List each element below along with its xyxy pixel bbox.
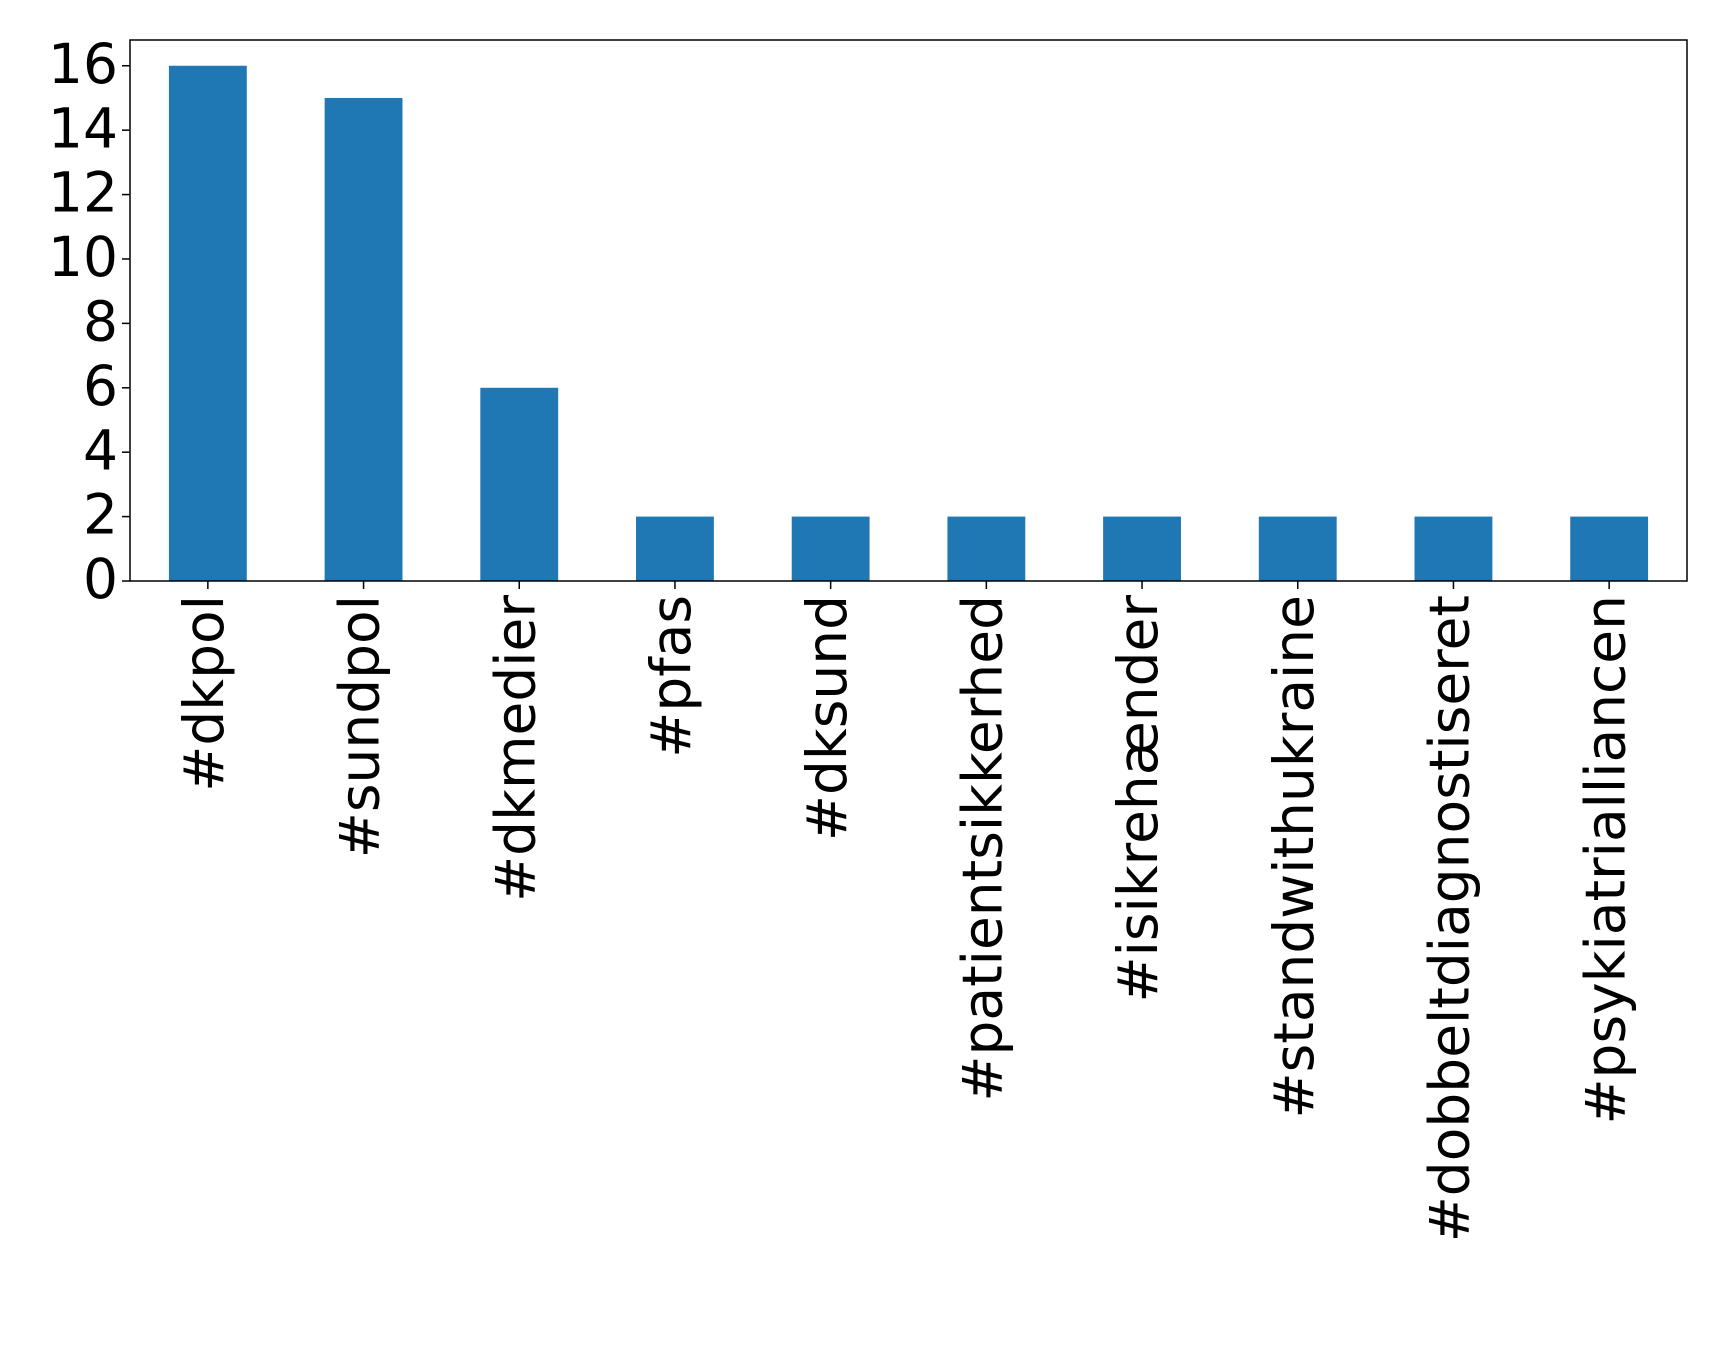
x-tick-label: #sundpol <box>328 595 392 858</box>
y-tick-label: 6 <box>83 354 118 418</box>
bar <box>1414 516 1493 581</box>
bar <box>1570 516 1649 581</box>
x-tick-label: #standwithukraine <box>1262 595 1326 1118</box>
y-tick-label: 8 <box>83 290 118 354</box>
y-tick-label: 0 <box>83 547 118 611</box>
x-tick-label: #dkpol <box>172 595 236 792</box>
x-tick-label: #psykiatrialliancen <box>1573 595 1637 1125</box>
y-tick-label: 4 <box>83 418 118 482</box>
x-tick-label: #dkmedier <box>483 595 547 902</box>
y-tick-label: 2 <box>83 483 118 547</box>
x-tick-label: #dobbeltdiagnostiseret <box>1418 595 1482 1242</box>
y-tick-label: 10 <box>48 225 118 289</box>
y-tick-label: 12 <box>48 161 118 225</box>
bar <box>324 97 403 581</box>
bar <box>947 516 1026 581</box>
bar <box>636 516 714 581</box>
plot-frame <box>129 39 1688 582</box>
bar <box>791 516 870 581</box>
x-tick-label: #dksund <box>795 595 859 841</box>
bar <box>168 65 247 581</box>
x-tick-label: #isikrehænder <box>1106 595 1170 1003</box>
y-tick-label: 16 <box>48 32 118 96</box>
y-tick-label: 14 <box>48 96 118 160</box>
bar <box>480 387 559 581</box>
bar <box>1103 516 1181 581</box>
x-tick-label: #patientsikkerhed <box>950 595 1014 1102</box>
x-tick-label: #pfas <box>639 595 703 758</box>
bar <box>1258 516 1337 581</box>
